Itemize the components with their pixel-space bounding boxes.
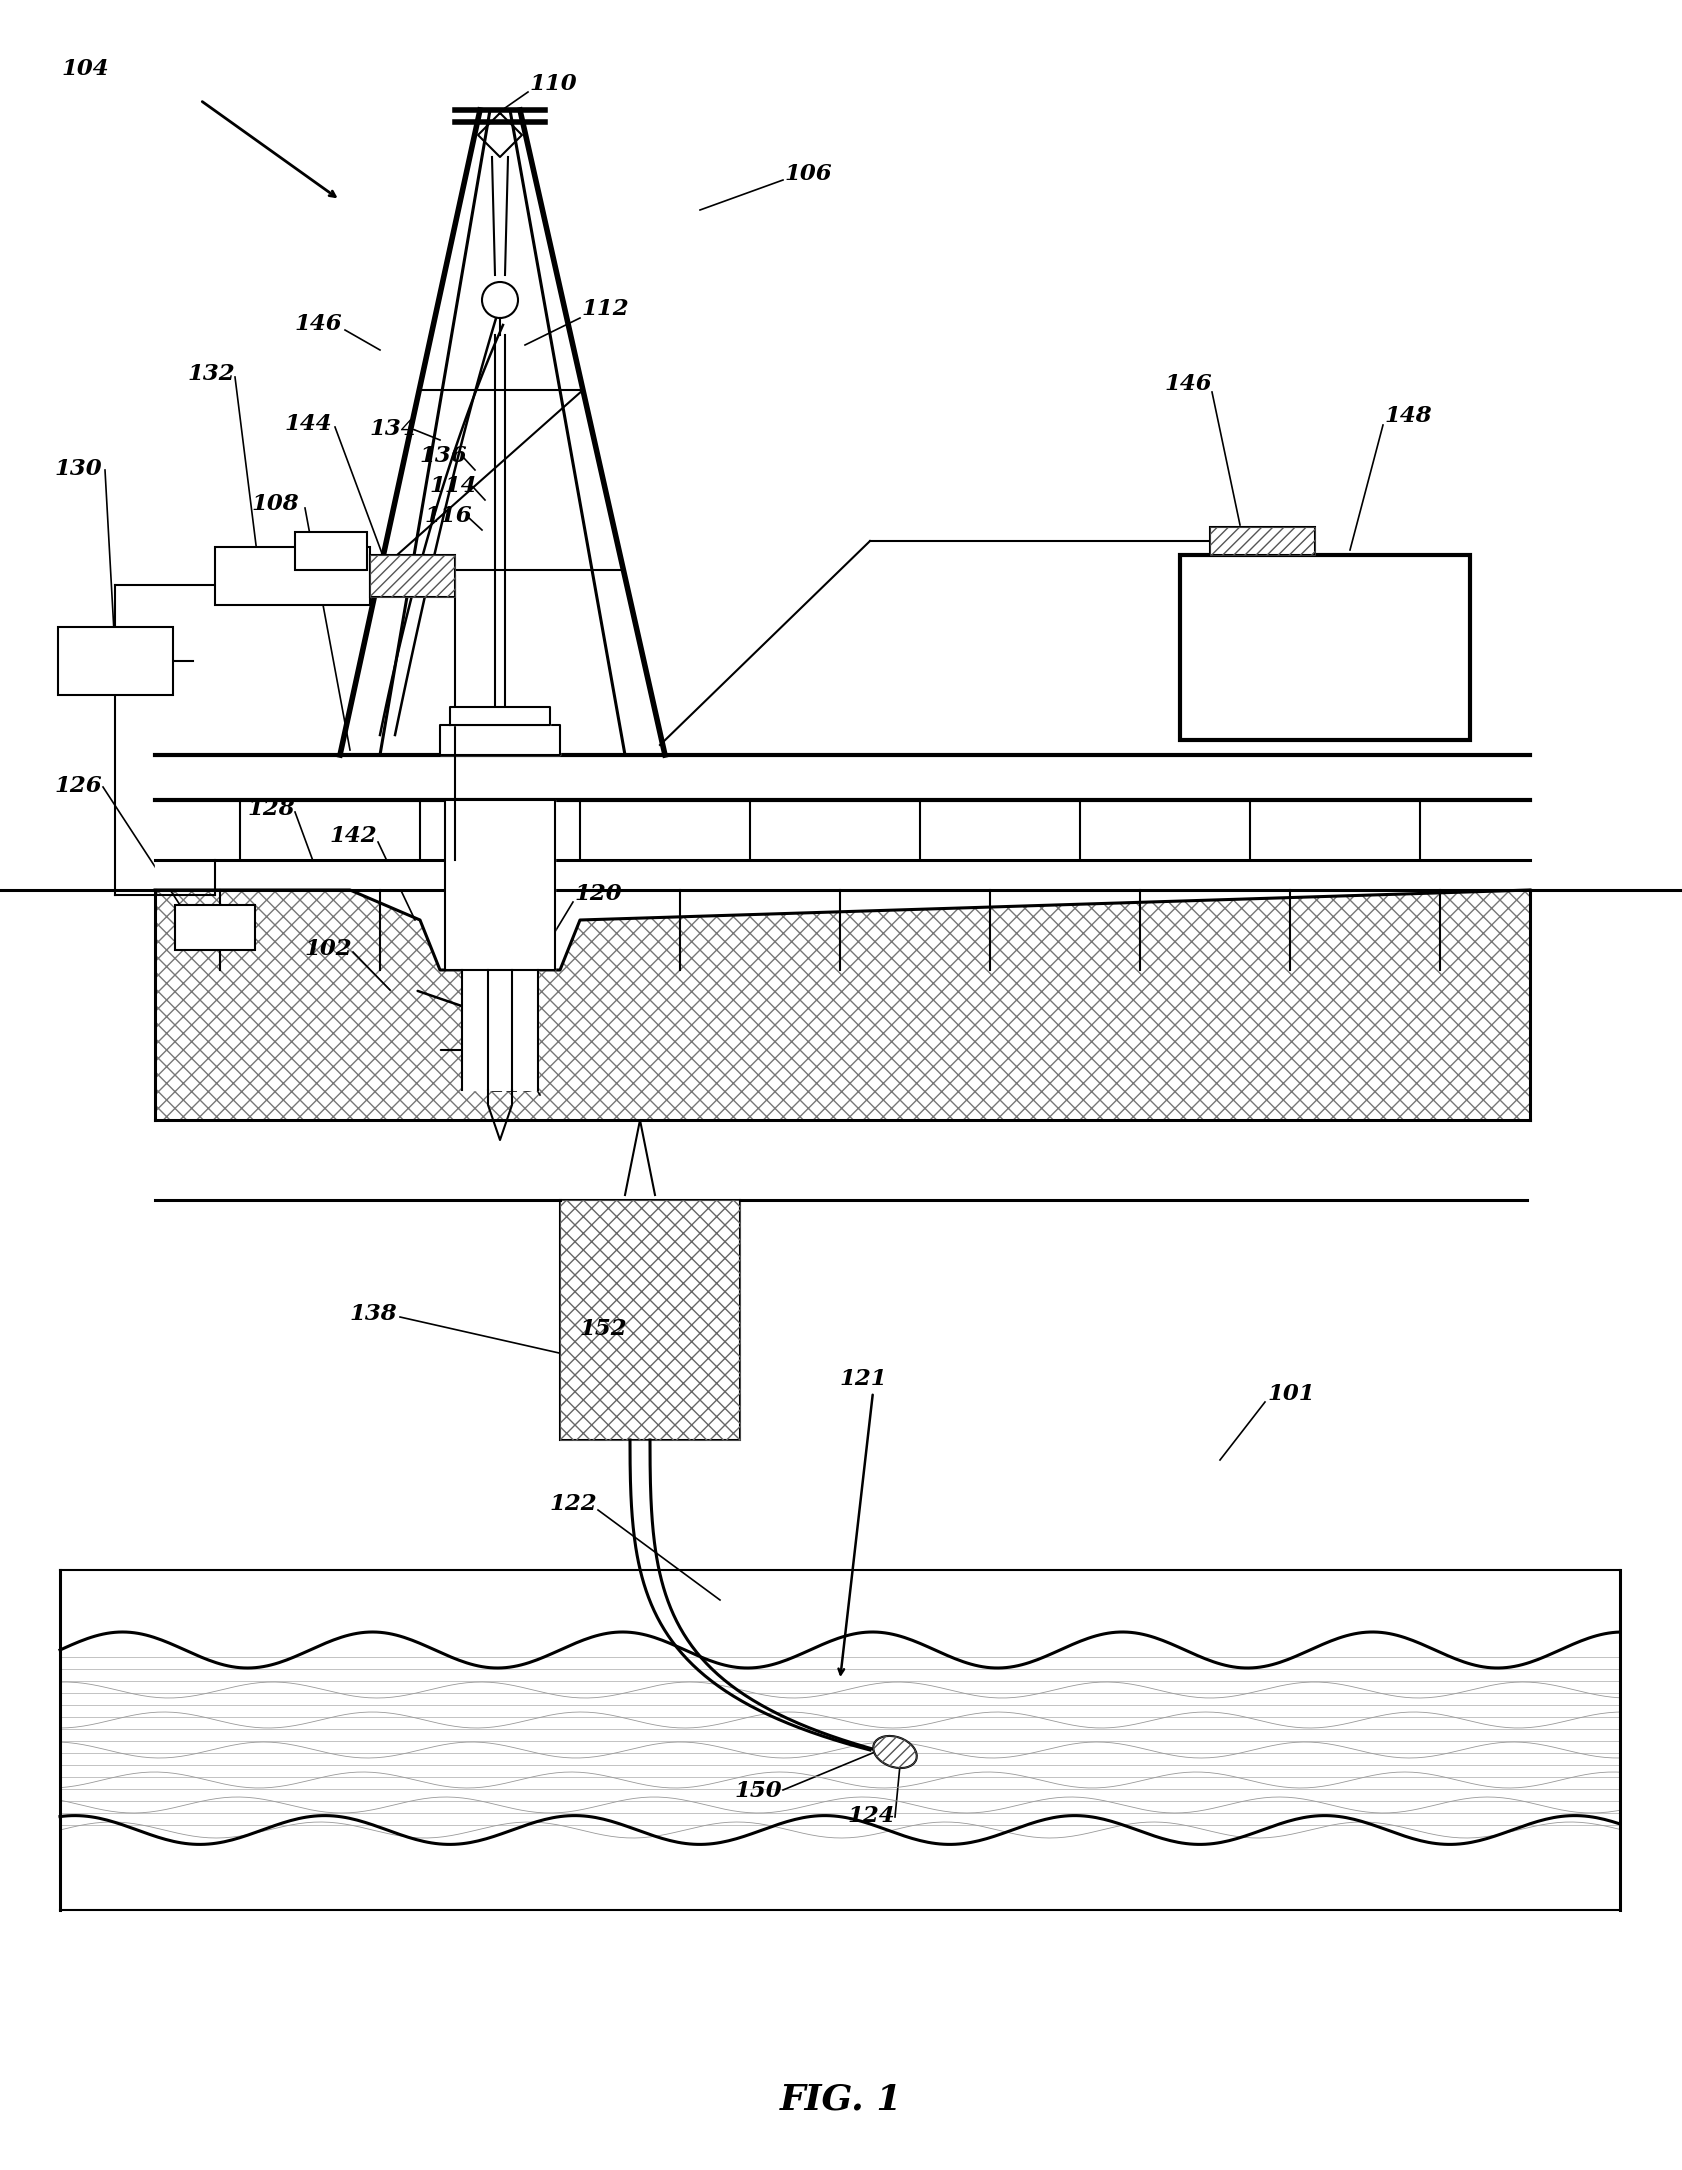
Polygon shape [155,890,1531,1120]
Text: 132: 132 [188,362,235,384]
Polygon shape [463,970,538,1089]
Text: SURFACE: SURFACE [1250,616,1399,642]
Text: 124: 124 [848,1805,895,1827]
Text: 134: 134 [370,419,417,441]
Text: 144: 144 [284,412,333,434]
Text: 108: 108 [252,493,299,514]
Text: 150: 150 [735,1779,782,1801]
Circle shape [483,282,518,319]
Bar [294,532,367,571]
Bar [175,905,256,950]
Bar [560,1200,740,1441]
Text: 152: 152 [580,1317,627,1341]
Text: CONTR.: CONTR. [1263,662,1388,688]
Text: 146: 146 [294,312,343,334]
Text: 128: 128 [247,799,296,820]
Bar [1209,527,1315,556]
Bar [560,1200,740,1441]
Text: 118: 118 [489,1074,538,1098]
Bar [57,627,173,694]
Text: 120: 120 [575,883,622,905]
Text: 102: 102 [304,937,353,959]
Bar [1209,527,1315,556]
Text: 104: 104 [62,59,109,80]
Bar [1181,556,1470,740]
Bar [370,556,456,597]
Ellipse shape [873,1736,917,1769]
Text: 142: 142 [330,825,378,846]
Polygon shape [441,725,560,755]
Polygon shape [155,859,1531,890]
Text: 110: 110 [530,74,577,95]
Text: 121: 121 [839,1367,888,1391]
Text: 106: 106 [785,163,833,184]
Polygon shape [155,755,1531,801]
Text: 122: 122 [550,1493,597,1515]
Text: 146: 146 [1166,373,1213,395]
Text: 116: 116 [426,506,473,527]
Text: 112: 112 [582,297,629,319]
Text: 138: 138 [350,1302,397,1326]
Bar [370,556,456,597]
Text: 126: 126 [56,775,103,796]
Polygon shape [451,707,550,725]
Text: 101: 101 [1268,1382,1315,1404]
Text: FIG. 1: FIG. 1 [780,2083,902,2118]
Polygon shape [446,801,555,970]
Bar [215,547,370,605]
Text: 136: 136 [420,445,468,467]
Text: 114: 114 [431,475,478,497]
Text: 148: 148 [1384,406,1433,427]
Text: 130: 130 [56,458,103,480]
